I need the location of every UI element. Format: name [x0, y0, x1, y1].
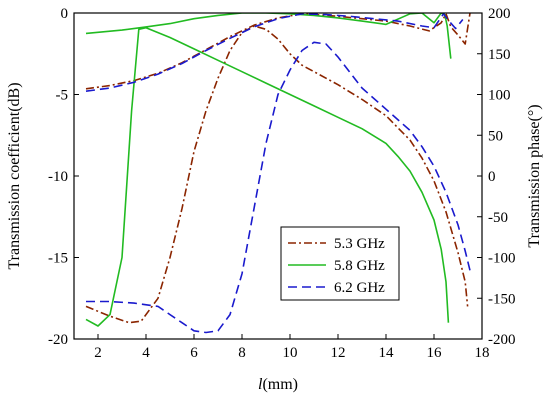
series-magnitude-6-2-ghz	[86, 41, 471, 334]
series-layer	[85, 13, 471, 334]
x-tick-label-4: 4	[142, 345, 150, 361]
y-left-tick-label--5: -5	[56, 88, 69, 104]
x-tick-label-18: 18	[475, 345, 490, 361]
x-tick-label-8: 8	[238, 345, 246, 361]
y-right-tick-label--50: -50	[488, 210, 508, 226]
y-right-tick-label-200: 200	[488, 6, 511, 22]
legend-label-5-8ghz: 5.8 GHz	[334, 258, 385, 274]
legend-box	[280, 226, 400, 301]
legend-label-5-3ghz: 5.3 GHz	[334, 236, 385, 252]
y-right-tick-label-150: 150	[488, 47, 511, 63]
x-tick-label-14: 14	[379, 345, 395, 361]
y-right-tick-label-100: 100	[488, 88, 511, 104]
y-right-tick-label-50: 50	[488, 128, 503, 144]
series-magnitude-5-8-ghz	[85, 26, 450, 327]
y-left-tick-label--20: -20	[48, 332, 68, 348]
legend: 5.3 GHz 5.8 GHz 6.2 GHz	[280, 226, 400, 301]
y-right-axis-title: Transmission phase(°)	[526, 104, 543, 247]
legend-label-6-2ghz: 6.2 GHz	[334, 280, 385, 296]
y-left-tick-label--10: -10	[48, 169, 68, 185]
x-tick-label-10: 10	[283, 345, 298, 361]
series-phase-6-2-ghz	[85, 13, 464, 92]
y-left-axis-title: Transmission coefficient(dB)	[6, 82, 23, 269]
series-magnitude-5-3-ghz	[85, 25, 469, 324]
x-tick-label-2: 2	[94, 345, 102, 361]
y-left-tick-label-0: 0	[61, 6, 69, 22]
y-right-tick-label--150: -150	[488, 291, 516, 307]
x-tick-label-12: 12	[331, 345, 346, 361]
x-axis-title: l(mm)	[258, 376, 298, 393]
y-right-tick-label-0: 0	[488, 169, 496, 185]
series-phase-5-8-ghz	[85, 13, 452, 59]
y-right-tick-label--100: -100	[488, 251, 516, 267]
ticks-layer: 2 4 6 8 10 12 14 16 18 0 -5 -10 -15 -20 200 150 100 50 0 -5…	[48, 6, 516, 361]
x-tick-label-16: 16	[427, 345, 443, 361]
x-tick-label-6: 6	[190, 345, 198, 361]
y-left-tick-label--15: -15	[48, 251, 68, 267]
y-right-tick-label--200: -200	[488, 332, 516, 348]
